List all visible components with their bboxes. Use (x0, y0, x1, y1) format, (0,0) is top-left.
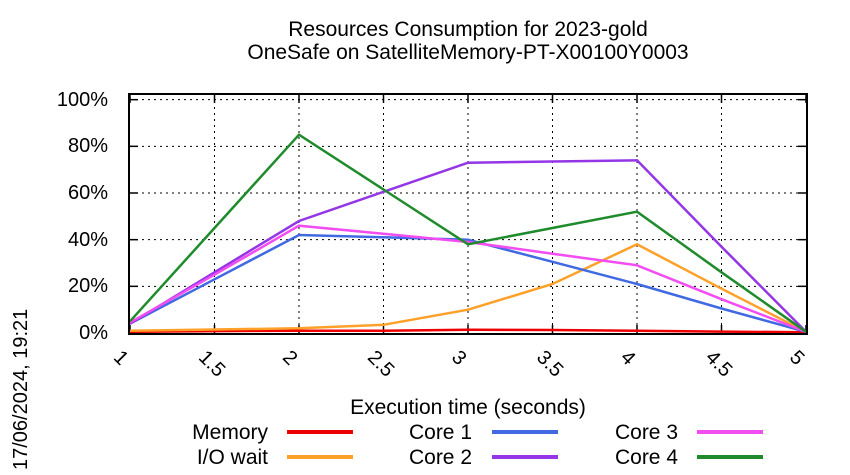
series-line-i-o-wait (130, 242, 806, 333)
x-tick-label: 1.5 (193, 346, 229, 382)
legend-swatch-core-3 (697, 430, 763, 434)
x-axis-title: Execution time (seconds) (350, 396, 586, 419)
legend-swatch-memory (287, 430, 353, 434)
x-tick-label: 3 (447, 346, 471, 370)
legend-label-core-3: Core 3 (614, 421, 678, 444)
x-tick-label: 2 (278, 346, 302, 370)
plot-area (128, 93, 808, 335)
x-tick-label: 4.5 (700, 346, 736, 382)
legend-label-core-1: Core 1 (408, 421, 472, 444)
x-tick-label: 4 (616, 346, 640, 370)
series-line-core-3 (130, 224, 806, 333)
legend-swatch-core-2 (492, 455, 558, 459)
legend-label-memory: Memory (192, 421, 268, 444)
series-line-core-1 (130, 233, 806, 333)
y-tick-label: 60% (67, 182, 108, 204)
plot-svg (130, 95, 806, 333)
y-tick-label: 20% (67, 275, 108, 298)
legend-label-io-wait: I/O wait (196, 446, 268, 469)
series-line-core-2 (130, 159, 806, 333)
x-tick-label: 1 (109, 346, 133, 370)
y-tick-label: 40% (67, 228, 108, 251)
x-tick-label: 2.5 (362, 346, 398, 382)
chart-title-line2: OneSafe on SatelliteMemory-PT-X00100Y000… (247, 41, 689, 64)
legend-swatch-io-wait (287, 455, 353, 459)
legend-label-core-4: Core 4 (614, 446, 678, 469)
series-line-core-4 (130, 133, 806, 333)
y-tick-label: 0% (79, 322, 108, 344)
x-tick-label: 5 (785, 346, 809, 370)
legend-label-core-2: Core 2 (408, 446, 472, 469)
y-tick-label: 100% (56, 88, 108, 111)
y-tick-label: 80% (67, 135, 108, 158)
chart-title: Resources Consumption for 2023-gold OneS… (128, 18, 808, 64)
legend-swatch-core-4 (697, 455, 763, 459)
chart-title-line1: Resources Consumption for 2023-gold (288, 18, 648, 41)
x-tick-label: 3.5 (531, 346, 567, 382)
legend-swatch-core-1 (492, 430, 558, 434)
series-line-memory (130, 328, 806, 333)
